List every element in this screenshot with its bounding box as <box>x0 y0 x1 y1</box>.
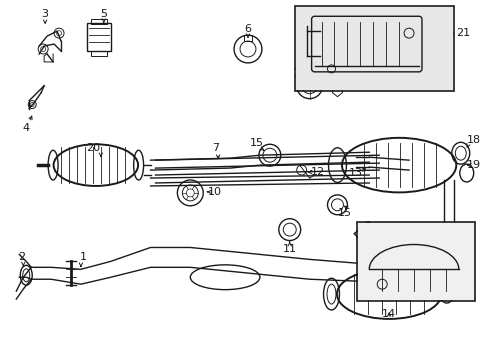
Text: 12: 12 <box>310 167 324 177</box>
Bar <box>358 223 473 300</box>
Text: 13: 13 <box>347 168 362 178</box>
Bar <box>294 6 453 91</box>
Text: 14: 14 <box>381 309 395 319</box>
Text: 15: 15 <box>249 138 264 148</box>
Text: 2: 2 <box>18 252 25 262</box>
Text: 16: 16 <box>340 68 354 78</box>
Bar <box>357 222 474 301</box>
Text: 20: 20 <box>85 143 100 153</box>
Text: 6: 6 <box>244 24 251 34</box>
Text: 3: 3 <box>41 9 48 19</box>
Bar <box>91 51 106 56</box>
Text: 5: 5 <box>100 9 107 19</box>
Text: 1: 1 <box>79 252 86 262</box>
Text: 15: 15 <box>337 208 351 218</box>
Text: 4: 4 <box>22 123 30 134</box>
Text: 21: 21 <box>455 28 469 38</box>
Text: 7: 7 <box>211 143 218 153</box>
Text: 19: 19 <box>466 160 480 170</box>
Text: 22: 22 <box>398 225 412 235</box>
Text: 8: 8 <box>437 259 445 269</box>
Text: 17: 17 <box>292 68 306 78</box>
Text: 9: 9 <box>368 226 375 237</box>
Bar <box>91 19 106 24</box>
Text: 11: 11 <box>282 244 296 255</box>
Bar <box>295 7 452 90</box>
Text: 10: 10 <box>208 187 222 197</box>
Text: 18: 18 <box>466 135 480 145</box>
Bar <box>87 23 111 51</box>
Text: 19: 19 <box>461 279 475 289</box>
